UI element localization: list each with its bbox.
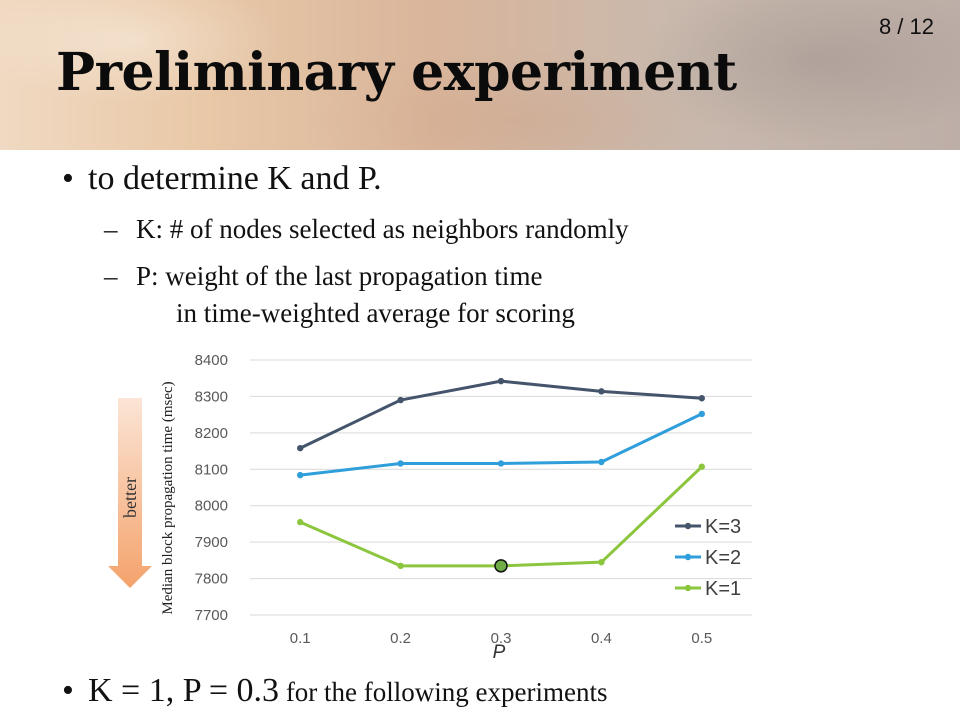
conclusion-text: for the following experiments <box>279 677 608 707</box>
y-tick-label: 8200 <box>195 425 228 442</box>
line-chart: better Median block propagation time (ms… <box>100 330 780 670</box>
y-tick-label: 7700 <box>195 607 228 624</box>
x-tick-label: 0.2 <box>390 630 411 647</box>
dash-glyph: – <box>104 261 118 291</box>
y-tick-label: 8300 <box>195 388 228 405</box>
sub-bullet-p-continuation: in time-weighted average for scoring <box>176 298 575 328</box>
bullet-item-conclusion: • K = 1, P = 0.3 for the following experi… <box>62 672 607 710</box>
data-point <box>598 458 605 466</box>
sub-bullet-k: – K: # of nodes selected as neighbors ran… <box>104 214 629 245</box>
y-tick-label: 8000 <box>195 498 228 515</box>
series-line-k1 <box>299 465 703 568</box>
legend-marker <box>684 522 692 530</box>
bullet-glyph: • <box>62 160 74 197</box>
legend-marker <box>684 584 692 592</box>
sub-bullet-text: K: # of nodes selected as neighbors rand… <box>136 214 629 244</box>
bullet-item: • to determine K and P. <box>62 160 382 198</box>
data-point <box>297 444 304 452</box>
y-tick-label: 7800 <box>195 571 228 588</box>
data-point <box>397 396 404 404</box>
data-point <box>598 388 605 395</box>
data-point <box>598 558 605 566</box>
data-point <box>698 463 705 470</box>
x-axis-label: P <box>493 642 506 663</box>
x-tick-label: 0.1 <box>290 630 311 647</box>
data-point <box>497 460 505 467</box>
y-tick-label: 8100 <box>195 461 228 478</box>
legend-marker <box>684 553 692 561</box>
data-point <box>297 471 304 479</box>
data-point <box>698 410 705 418</box>
sub-bullet-p: – P: weight of the last propagation time <box>104 261 542 292</box>
legend-label: K=2 <box>705 547 741 569</box>
y-tick-label: 7900 <box>195 534 228 551</box>
y-axis-label: Median block propagation time (msec) <box>160 381 176 614</box>
page-number: 8 / 12 <box>878 14 934 39</box>
slide-title: Preliminary experiment <box>56 42 737 103</box>
data-point <box>497 377 505 385</box>
bullet-text: to determine K and P. <box>88 160 382 197</box>
header-banner <box>0 0 960 150</box>
map-background <box>0 0 960 150</box>
series-line-k3 <box>299 379 702 450</box>
dash-glyph: – <box>104 214 118 244</box>
chart-svg: better Median block propagation time (ms… <box>108 352 752 663</box>
better-label: better <box>120 477 140 518</box>
x-tick-label: 0.4 <box>591 630 612 647</box>
sub-bullet-text: P: weight of the last propagation time <box>136 261 543 291</box>
data-point <box>397 562 404 570</box>
highlight-marker <box>494 559 508 573</box>
legend-label: K=3 <box>705 516 741 538</box>
better-arrow <box>108 398 152 588</box>
conclusion-values: K = 1, P = 0.3 <box>88 672 280 709</box>
bullet-glyph: • <box>62 672 74 709</box>
data-point <box>397 460 404 467</box>
legend-label: K=1 <box>705 578 741 600</box>
x-tick-label: 0.3 <box>491 630 512 647</box>
data-point <box>297 518 304 526</box>
y-tick-label: 8400 <box>195 352 228 369</box>
x-tick-label: 0.5 <box>691 630 712 647</box>
data-point <box>698 395 705 402</box>
